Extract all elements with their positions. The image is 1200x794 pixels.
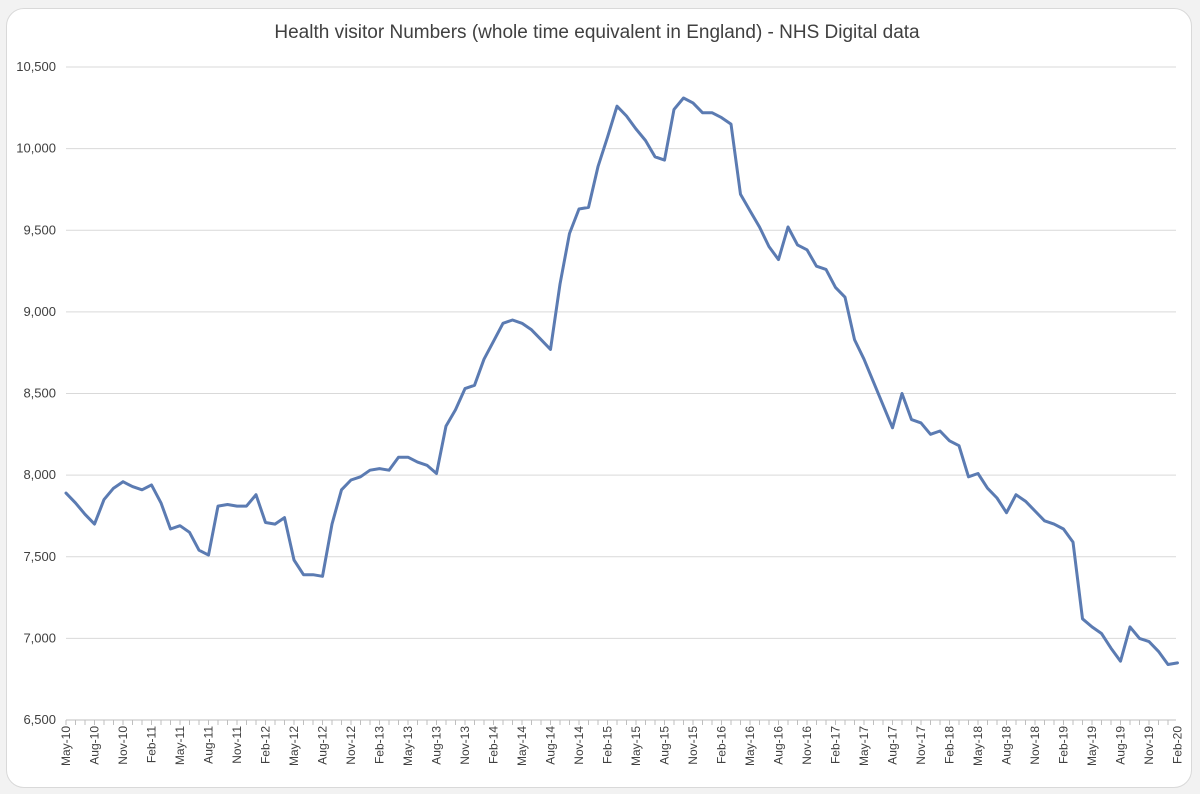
x-tick-label: Nov-18 [1028, 726, 1042, 765]
y-tick-label: 8,500 [23, 386, 56, 401]
y-tick-label: 10,000 [16, 141, 56, 156]
x-tick-label: Aug-12 [316, 726, 330, 765]
x-tick-label: Aug-14 [544, 726, 558, 765]
x-tick-label: Feb-19 [1057, 726, 1071, 764]
x-tick-label: Aug-11 [202, 726, 216, 764]
y-tick-label: 10,500 [16, 59, 56, 74]
x-tick-label: Feb-11 [145, 726, 159, 763]
y-axis-tick-labels: 6,500 7,000 7,500 8,000 8,500 9,000 9,500 10,00… [16, 59, 56, 727]
y-tick-label: 7,500 [23, 549, 56, 564]
x-tick-label: Aug-16 [772, 726, 786, 765]
x-tick-label: Aug-15 [658, 726, 672, 765]
x-tick-label: Nov-13 [458, 726, 472, 765]
x-tick-label: Feb-17 [829, 726, 843, 764]
y-tick-label: 6,500 [23, 712, 56, 727]
x-tick-label: Nov-15 [686, 726, 700, 765]
chart-card [6, 8, 1192, 788]
x-tick-label: May-11 [173, 726, 187, 765]
x-tick-label: Aug-10 [88, 726, 102, 765]
series-group [64, 96, 1179, 666]
x-tick-label: May-14 [515, 726, 529, 766]
x-tick-label: Nov-12 [344, 726, 358, 765]
x-tick-label: Feb-18 [943, 726, 957, 764]
x-tick-label: May-17 [857, 726, 871, 766]
x-axis [65, 719, 1176, 725]
x-tick-label: May-19 [1085, 726, 1099, 766]
x-tick-label: May-16 [743, 726, 757, 766]
x-tick-label: Aug-17 [886, 726, 900, 765]
x-tick-label: Feb-16 [715, 726, 729, 764]
x-tick-label: Aug-19 [1114, 726, 1128, 765]
x-tick-label: Nov-10 [116, 726, 130, 765]
x-tick-label: Feb-14 [487, 726, 501, 764]
x-tick-label: Nov-17 [914, 726, 928, 765]
y-tick-label: 9,000 [23, 304, 56, 319]
gridlines [66, 66, 1176, 639]
x-tick-label: Nov-16 [800, 726, 814, 765]
y-tick-label: 7,000 [23, 630, 56, 645]
y-tick-label: 9,500 [23, 222, 56, 237]
y-tick-label: 8,000 [23, 467, 56, 482]
x-tick-label: May-12 [287, 726, 301, 766]
x-tick-label: Feb-13 [373, 726, 387, 764]
x-tick-label: Aug-18 [1000, 726, 1014, 765]
x-tick-label: May-10 [59, 726, 73, 766]
chart-title: Health visitor Numbers (whole time equiv… [274, 22, 920, 43]
x-tick-label: Feb-12 [259, 726, 273, 764]
x-tick-label: May-15 [629, 726, 643, 766]
x-tick-label: Nov-19 [1142, 726, 1156, 765]
x-tick-label: Feb-20 [1171, 726, 1185, 764]
x-tick-label: May-18 [971, 726, 985, 766]
x-tick-label: May-13 [401, 726, 415, 766]
x-tick-label: Nov-11 [230, 726, 244, 764]
x-tick-label: Nov-14 [572, 726, 586, 765]
series-line-health-visitors [64, 96, 1179, 666]
x-tick-label: Feb-15 [601, 726, 615, 764]
x-axis-tick-labels: May-10 Aug-10 Nov-10 Feb-11 May-11 Aug-11 Nov-… [59, 726, 1185, 766]
x-tick-label: Aug-13 [430, 726, 444, 765]
